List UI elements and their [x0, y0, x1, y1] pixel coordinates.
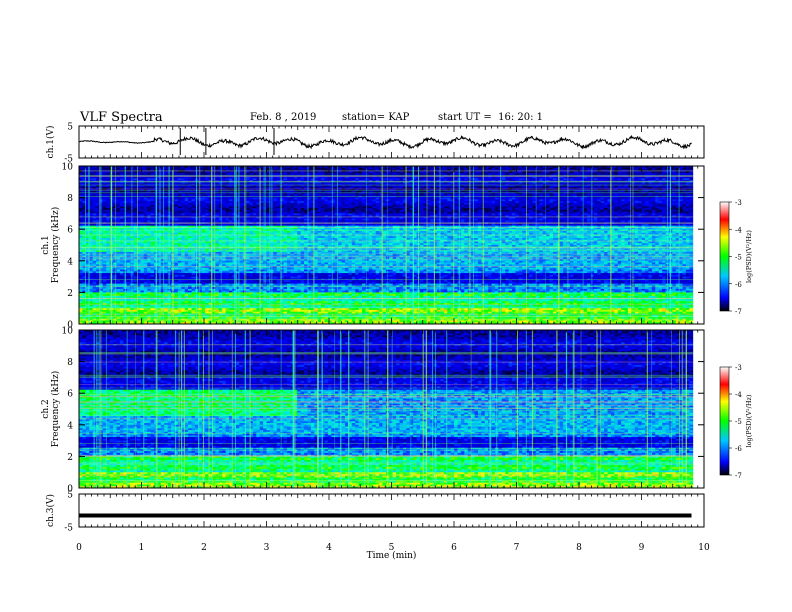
vlf-figure: 5-5024681002468105-5 0 1 2 3 4 5 6 7 8 9 10Time (m… — [0, 0, 792, 612]
ch1-spectrogram — [79, 166, 704, 324]
